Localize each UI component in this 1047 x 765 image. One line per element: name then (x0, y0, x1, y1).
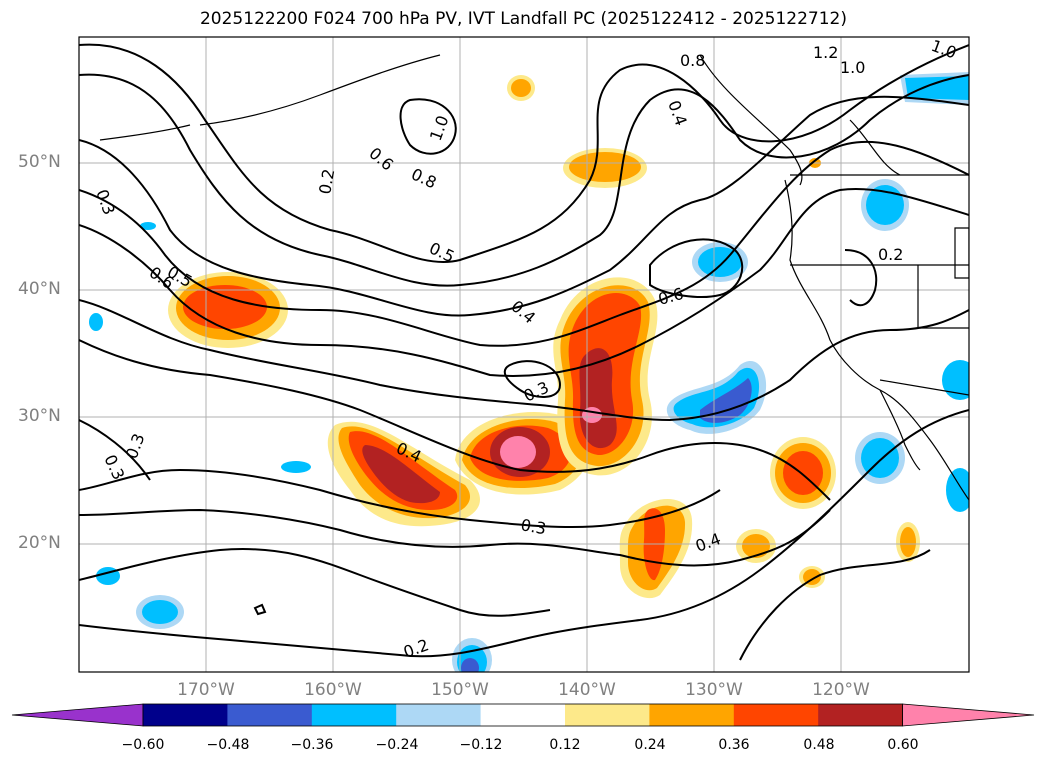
colorbar-segment (733, 704, 819, 726)
negative-anomaly-east (666, 361, 767, 434)
colorbar-tick-label: −0.24 (375, 737, 419, 753)
lon-label-130w: 130°W (685, 680, 743, 700)
gridlines (79, 37, 969, 672)
colorbar-segment (227, 704, 313, 726)
colorbar-arrow-right (902, 703, 1035, 727)
colorbar-tick-label: 0.24 (634, 737, 666, 753)
lat-label-20n: 20°N (18, 533, 61, 553)
colorbar-tick-label: 0.48 (803, 737, 835, 753)
lat-label-50n: 50°N (18, 152, 61, 172)
colorbar-tick-label: 0.60 (887, 737, 919, 753)
colorbar-segment (818, 704, 904, 726)
positive-anomaly-east (770, 437, 836, 509)
colorbar-outline (142, 703, 903, 727)
shading-layer (89, 72, 969, 672)
colorbar-tick-label: 0.12 (549, 737, 581, 753)
colorbar-segment (565, 704, 650, 726)
lon-label-140w: 140°W (558, 680, 616, 700)
colorbar-tick-label: −0.60 (121, 737, 165, 753)
colorbar-tick-label: 0.36 (718, 737, 750, 753)
colorbar-tick-label: −0.48 (206, 737, 250, 753)
colorbar-arrow-left (11, 703, 144, 727)
lon-label-150w: 150°W (431, 680, 489, 700)
colorbar (11, 703, 1035, 727)
pv-contours (79, 43, 969, 661)
colorbar-segment (311, 704, 397, 726)
lon-label-120w: 120°W (812, 680, 870, 700)
positive-anomaly-north (563, 148, 647, 188)
lat-label-30n: 30°N (18, 406, 61, 426)
lon-label-170w: 170°W (177, 680, 235, 700)
positive-anomaly-band (327, 421, 480, 527)
coastlines (99, 54, 969, 501)
map-frame (78, 36, 970, 673)
colorbar-segment (396, 704, 482, 726)
lat-label-40n: 40°N (18, 279, 61, 299)
colorbar-tick-label: −0.12 (459, 737, 503, 753)
chart-title: 2025122200 F024 700 hPa PV, IVT Landfall… (199, 9, 847, 29)
colorbar-segment (480, 704, 566, 726)
colorbar-segment (143, 704, 228, 726)
positive-anomaly-central (455, 412, 590, 495)
lon-label-160w: 160°W (304, 680, 362, 700)
colorbar-tick-label: −0.36 (290, 737, 334, 753)
positive-anomaly-west (168, 272, 288, 348)
colorbar-segment (649, 704, 735, 726)
